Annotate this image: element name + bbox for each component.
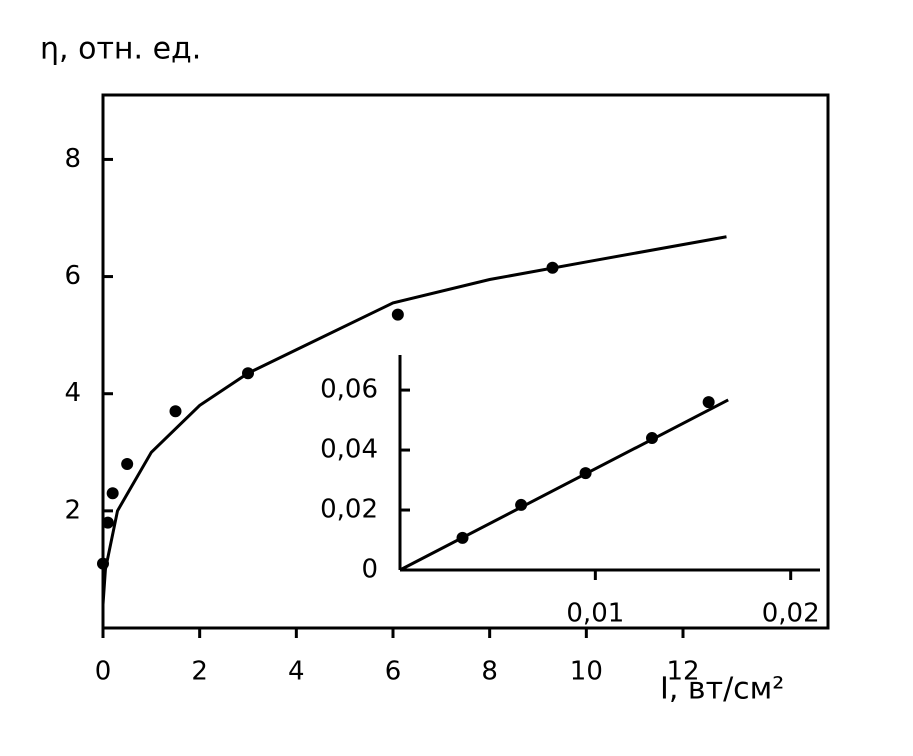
fit-curve (399, 398, 729, 572)
plot-frame (101, 93, 830, 630)
data-point (242, 367, 254, 380)
data-point (106, 487, 119, 500)
x-tick-label: 0 (95, 657, 112, 687)
data-point (169, 405, 182, 418)
data-point (97, 557, 109, 570)
data-point (702, 396, 715, 409)
y-tick-label: 6 (64, 261, 81, 291)
y-tick-label: 8 (64, 144, 81, 174)
y-tick-label: 2 (64, 495, 81, 525)
y-tick-label: 0,06 (320, 375, 378, 405)
data-point (101, 516, 114, 529)
data-point (646, 432, 658, 445)
y-tick-label: 0,04 (320, 435, 378, 465)
data-point (391, 308, 404, 321)
x-tick-label: 6 (385, 657, 402, 687)
x-tick-label: 8 (481, 657, 498, 687)
x-tick-label: 0,01 (566, 599, 624, 629)
data-point (456, 531, 469, 544)
x-tick-label: 10 (570, 657, 603, 687)
data-point (515, 498, 528, 511)
y-axis-label: η, отн. ед. (40, 32, 201, 67)
x-tick-label: 12 (666, 657, 699, 687)
data-point (579, 467, 592, 480)
fit-curve (101, 235, 727, 605)
y-tick-label: 0,02 (320, 495, 378, 525)
data-point (121, 458, 134, 470)
y-tick-label: 0 (361, 555, 378, 585)
data-point (546, 261, 559, 274)
x-axis-label: I, вт/см² (660, 672, 784, 707)
x-tick-label: 2 (191, 657, 208, 687)
x-tick-label: 0,02 (762, 599, 820, 629)
y-tick-label: 4 (64, 378, 81, 408)
x-tick-label: 4 (288, 657, 305, 687)
